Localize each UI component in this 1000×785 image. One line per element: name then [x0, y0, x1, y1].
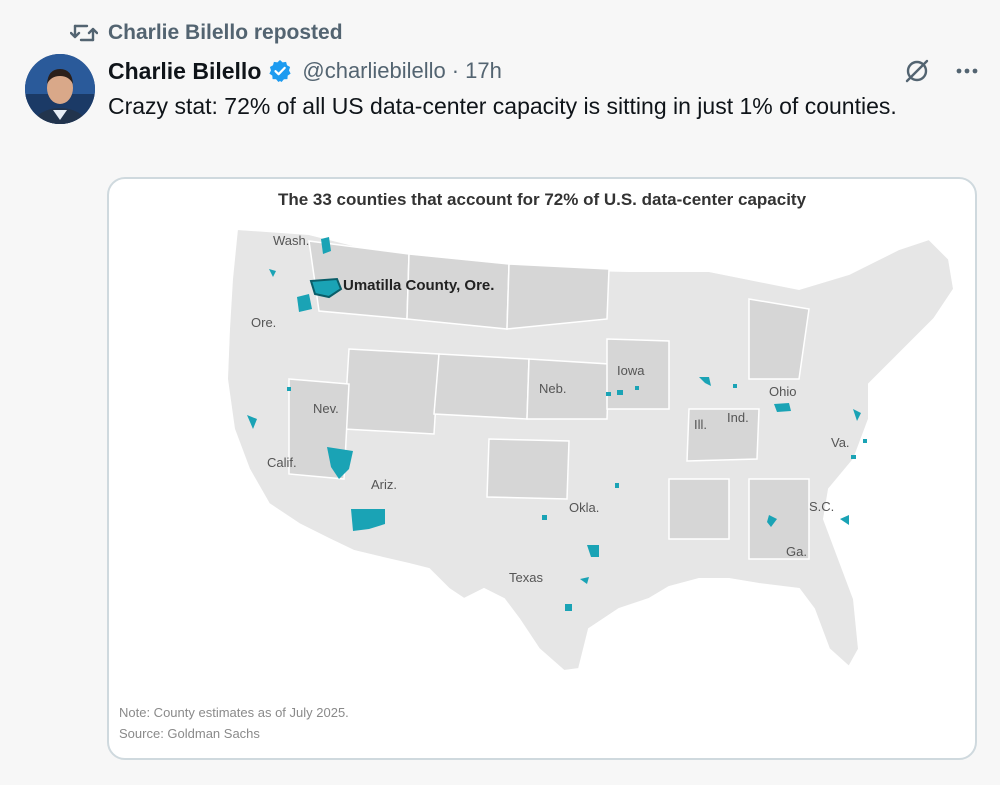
separator-dot: · — [451, 58, 460, 83]
tweet-text: Crazy stat: 72% of all US data-center ca… — [108, 93, 897, 119]
county-marker — [853, 409, 861, 421]
county-marker — [309, 277, 343, 299]
timestamp[interactable]: 17h — [465, 58, 502, 83]
map-note: Note: County estimates as of July 2025. — [119, 705, 349, 720]
county-marker — [580, 577, 589, 584]
county-marker — [863, 439, 867, 443]
repost-text: Charlie Bilello reposted — [108, 21, 343, 44]
state-label-ariz: Ariz. — [371, 477, 397, 492]
county-marker — [327, 447, 353, 479]
county-marker — [615, 483, 619, 488]
county-marker — [297, 294, 312, 312]
state-label-ohio: Ohio — [769, 384, 796, 399]
avatar[interactable] — [25, 54, 95, 124]
state-label-neb: Neb. — [539, 381, 566, 396]
highlight-label: Umatilla County, Ore. — [343, 277, 494, 294]
county-marker — [542, 515, 547, 520]
repost-icon — [69, 21, 99, 45]
county-marker — [733, 384, 737, 388]
state-label-ga: Ga. — [786, 544, 807, 559]
state-label-sc: S.C. — [809, 499, 834, 514]
tweet-media-card[interactable]: Wash. Umatilla County, Ore. Ore. Nev. Ca… — [107, 177, 977, 760]
state-label-va: Va. — [831, 435, 850, 450]
grok-icon[interactable] — [902, 56, 932, 86]
county-marker — [767, 515, 777, 527]
county-marker — [840, 515, 849, 525]
state-label-ind: Ind. — [727, 410, 749, 425]
county-marker — [617, 390, 623, 395]
county-marker — [247, 415, 257, 429]
more-horizontal-icon[interactable] — [954, 58, 980, 84]
county-marker — [699, 377, 711, 386]
county-marker — [851, 455, 856, 459]
author-handle[interactable]: @charliebilello — [302, 58, 446, 83]
county-marker — [351, 509, 385, 531]
county-marker — [587, 545, 599, 557]
author-name[interactable]: Charlie Bilello — [108, 57, 262, 84]
county-marker — [321, 237, 331, 254]
repost-indicator[interactable]: Charlie Bilello reposted — [69, 18, 343, 48]
state-label-ore: Ore. — [251, 315, 276, 330]
state-label-wash: Wash. — [273, 233, 309, 248]
state-label-nev: Nev. — [313, 401, 339, 416]
county-marker — [606, 392, 611, 396]
state-label-okla: Okla. — [569, 500, 599, 515]
tweet-header: Charlie Bilello @charliebilello · 17h — [108, 54, 980, 88]
county-marker — [774, 403, 791, 412]
map-title: The 33 counties that account for 72% of … — [277, 190, 807, 209]
county-marker — [287, 387, 291, 391]
county-marker — [635, 386, 639, 390]
state-label-ill: Ill. — [694, 417, 707, 432]
county-marker — [269, 269, 276, 277]
state-label-calif: Calif. — [267, 455, 297, 470]
header-actions — [902, 56, 980, 86]
verified-badge-icon[interactable] — [268, 59, 292, 83]
county-markers — [247, 237, 867, 611]
map-source: Source: Goldman Sachs — [119, 726, 260, 741]
us-map: Wash. Umatilla County, Ore. Ore. Nev. Ca… — [225, 227, 956, 673]
state-label-iowa: Iowa — [617, 363, 645, 378]
county-marker — [565, 604, 572, 611]
state-label-texas: Texas — [509, 570, 543, 585]
